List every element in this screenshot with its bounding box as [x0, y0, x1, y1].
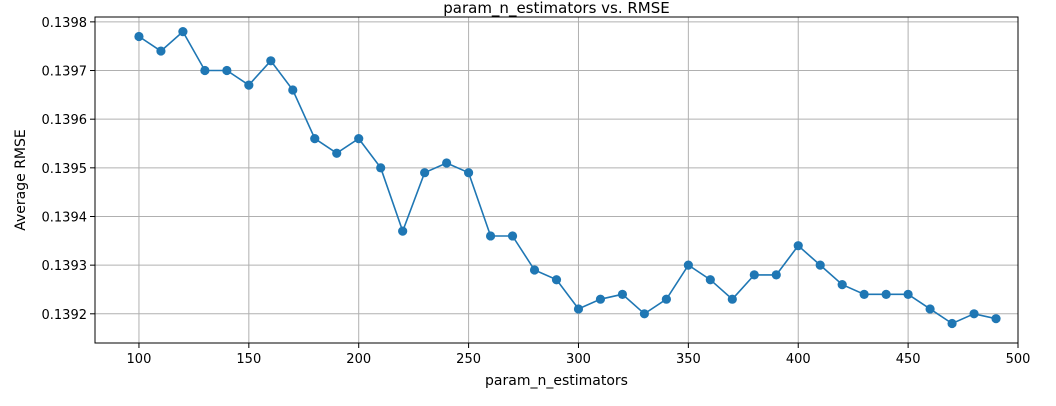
data-point — [266, 56, 276, 66]
data-point — [156, 46, 166, 56]
data-point — [420, 168, 430, 178]
data-point — [442, 158, 452, 168]
data-point — [837, 280, 847, 290]
data-point — [881, 289, 891, 299]
data-point — [793, 241, 803, 251]
data-point — [551, 275, 562, 285]
series-line — [138, 30, 997, 325]
data-point — [925, 304, 935, 314]
y-tick-label: 0.1393 — [42, 259, 88, 274]
data-point — [354, 134, 364, 144]
x-tick-label: 450 — [896, 352, 921, 367]
x-tick-label: 150 — [236, 352, 261, 367]
x-tick-label: 250 — [456, 352, 481, 367]
data-point — [705, 275, 715, 285]
data-point — [398, 226, 408, 236]
chart-title: param_n_estimators vs. RMSE — [443, 0, 670, 18]
data-point — [463, 168, 474, 178]
data-point — [749, 270, 759, 280]
y-tick-label: 0.1392 — [42, 308, 88, 323]
data-point — [178, 26, 188, 37]
data-point — [727, 294, 737, 304]
x-axis-label: param_n_estimators — [485, 373, 628, 389]
data-point — [244, 80, 254, 90]
data-point — [134, 31, 144, 42]
series — [134, 26, 1001, 329]
y-tick-label: 0.1394 — [42, 210, 88, 225]
x-tick-label: 400 — [786, 352, 811, 367]
data-point — [529, 265, 540, 275]
y-axis-label: Average RMSE — [13, 129, 29, 230]
data-point — [573, 304, 584, 314]
grid — [95, 17, 1019, 343]
data-point — [661, 294, 671, 304]
data-point — [815, 260, 825, 270]
ticks: 100 150 200 250 300 350 400 450 500 0.1392 0.1393 0… — [42, 16, 1031, 367]
y-tick-label: 0.1395 — [42, 162, 88, 177]
data-point — [595, 294, 606, 304]
data-point — [376, 163, 386, 173]
data-point — [683, 260, 693, 270]
y-tick-label: 0.1396 — [42, 113, 88, 128]
data-point — [222, 65, 232, 76]
plot-frame — [94, 16, 1019, 344]
y-tick-label: 0.1398 — [42, 16, 88, 31]
data-point — [859, 289, 869, 299]
y-tick-label: 0.1397 — [42, 65, 88, 80]
x-tick-label: 300 — [566, 352, 591, 367]
data-point — [991, 314, 1001, 324]
data-point — [771, 270, 781, 280]
data-point — [332, 148, 342, 158]
data-point — [903, 289, 913, 299]
data-point — [947, 318, 957, 329]
data-point — [639, 309, 650, 319]
data-point — [288, 85, 298, 95]
data-point — [969, 309, 979, 319]
x-tick-label: 100 — [127, 352, 152, 367]
data-point — [200, 65, 210, 76]
x-tick-label: 350 — [676, 352, 701, 367]
data-point — [507, 231, 518, 241]
x-tick-label: 200 — [346, 352, 371, 367]
data-point — [617, 289, 628, 299]
data-point — [310, 134, 320, 144]
x-tick-label: 500 — [1006, 352, 1031, 367]
data-point — [485, 231, 496, 241]
